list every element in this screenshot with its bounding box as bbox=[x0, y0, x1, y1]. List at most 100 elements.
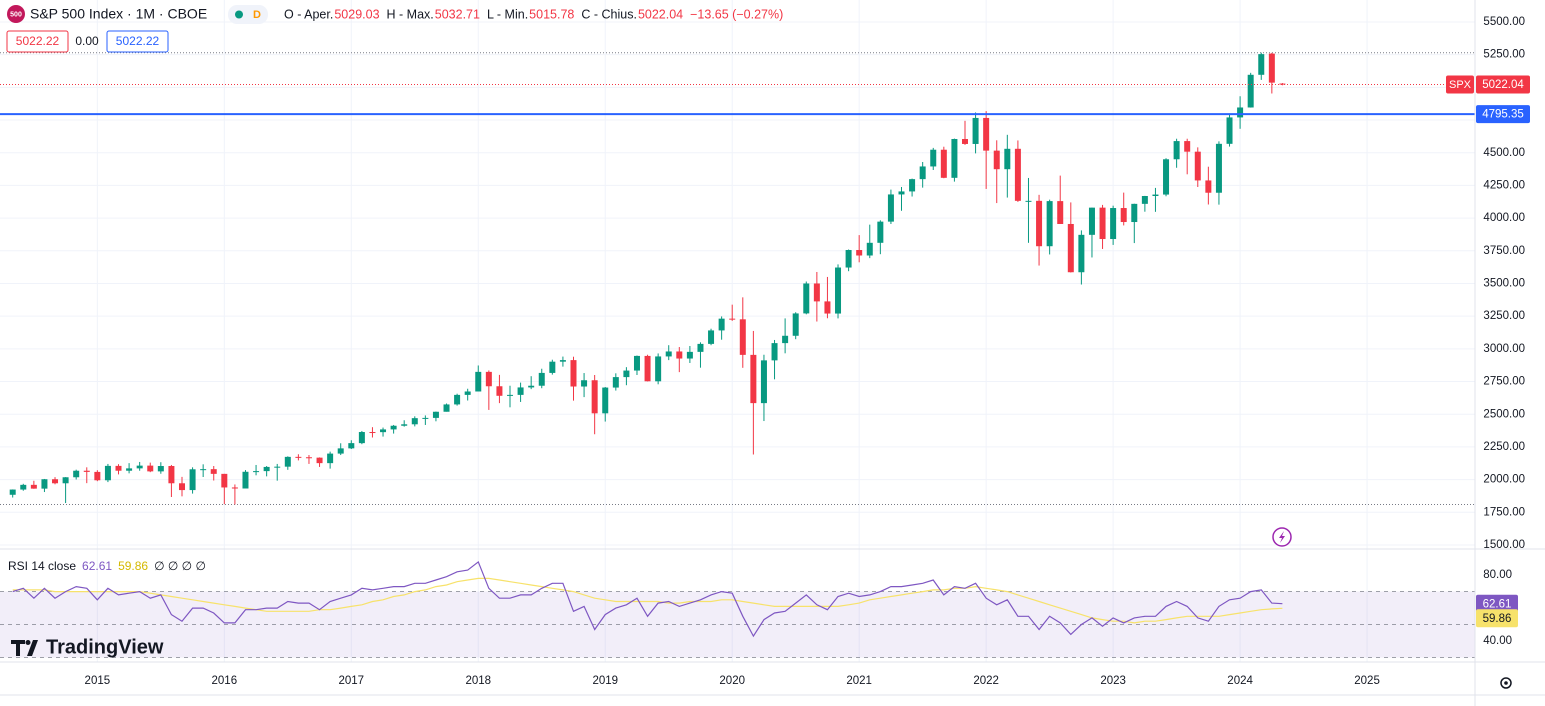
candle-body bbox=[782, 335, 789, 344]
ask-box[interactable] bbox=[106, 30, 169, 53]
chart-title[interactable]: S&P 500 Index · 1M · CBOE bbox=[30, 6, 207, 22]
lightning-bolt bbox=[1279, 531, 1285, 543]
lightning-icon[interactable] bbox=[1272, 527, 1292, 547]
candle-body bbox=[507, 394, 514, 396]
symbol-logo-text: 500 bbox=[10, 11, 22, 18]
candle-body bbox=[496, 386, 503, 396]
candle-body bbox=[813, 283, 820, 302]
y-tick-label: 5250.00 bbox=[1483, 49, 1525, 61]
candle-body bbox=[708, 330, 715, 344]
status-dot bbox=[235, 10, 243, 19]
candle-body bbox=[739, 319, 746, 355]
rsi-legend-item: RSI 14 close bbox=[8, 559, 76, 573]
candle-body bbox=[803, 283, 810, 314]
rsi-ma-label: 59.86 bbox=[1483, 613, 1512, 625]
spread: 0.00 bbox=[75, 34, 99, 48]
candle-body bbox=[1036, 200, 1043, 247]
candle-body bbox=[422, 417, 429, 419]
settings-gear bbox=[1500, 677, 1512, 689]
candle-body bbox=[1226, 117, 1233, 144]
x-tick-label: 2025 bbox=[1354, 675, 1380, 687]
candle-body bbox=[1014, 148, 1021, 201]
candle-body bbox=[454, 394, 461, 405]
ohlc-item: H - Max. bbox=[387, 7, 434, 21]
candle-body bbox=[200, 469, 207, 471]
x-tick-label: 2016 bbox=[212, 675, 238, 687]
status-badge: D bbox=[253, 9, 261, 21]
candle-body bbox=[327, 453, 334, 464]
candle-body bbox=[602, 387, 609, 414]
candle-body bbox=[1088, 207, 1095, 235]
candle-body bbox=[369, 432, 376, 434]
candle-body bbox=[866, 242, 873, 256]
candle-body bbox=[1215, 143, 1222, 193]
settings-icon[interactable] bbox=[1500, 677, 1512, 689]
candle-body bbox=[401, 424, 408, 426]
rsi-line bbox=[12, 560, 1283, 638]
x-tick-label: 2015 bbox=[85, 675, 111, 687]
candle-body bbox=[930, 149, 937, 167]
candle-body bbox=[993, 150, 1000, 170]
x-tick-label: 2022 bbox=[973, 675, 999, 687]
last-price-label: 5022.04 bbox=[1482, 79, 1524, 91]
candle-body bbox=[1247, 74, 1254, 108]
bid-box[interactable] bbox=[6, 30, 69, 53]
branding-logo bbox=[11, 640, 38, 656]
candle-body bbox=[189, 469, 196, 491]
ohlc-legend: O - Aper. 5029.03 H - Max. 5032.71 L - Min. 5… bbox=[284, 7, 783, 21]
y-tick-label: 2000.00 bbox=[1483, 474, 1525, 486]
candle-body bbox=[178, 483, 185, 491]
y-tick-label: 4250.00 bbox=[1483, 179, 1525, 191]
rsi-tick-label: 40.00 bbox=[1483, 635, 1512, 647]
candle-body bbox=[126, 468, 133, 471]
y-tick-label: 5500.00 bbox=[1483, 16, 1525, 28]
candle-body bbox=[168, 466, 175, 484]
candle-body bbox=[771, 343, 778, 361]
x-tick-label: 2018 bbox=[465, 675, 491, 687]
candle-body bbox=[1099, 207, 1106, 240]
branding-text: TradingView bbox=[46, 636, 164, 658]
candle-body bbox=[348, 443, 355, 449]
candle-body bbox=[73, 470, 80, 478]
symbol-badge: SPX bbox=[1449, 79, 1472, 91]
candle-body bbox=[718, 318, 725, 331]
y-tick-label: 4000.00 bbox=[1483, 212, 1525, 224]
rsi-legend-item: 62.61 bbox=[82, 559, 112, 573]
candle-body bbox=[443, 404, 450, 412]
candle-body bbox=[390, 425, 397, 430]
candle-body bbox=[9, 489, 16, 495]
y-tick-label: 3250.00 bbox=[1483, 310, 1525, 322]
x-tick-label: 2023 bbox=[1100, 675, 1126, 687]
candle-body bbox=[665, 351, 672, 357]
candle-body bbox=[517, 387, 524, 395]
candle-body bbox=[919, 166, 926, 180]
candle-body bbox=[750, 354, 757, 404]
candle-body bbox=[147, 465, 154, 472]
candle-body bbox=[644, 355, 651, 382]
candle-body bbox=[305, 457, 312, 459]
candle-body bbox=[464, 391, 471, 395]
candle-body bbox=[1268, 53, 1275, 83]
candle-body bbox=[30, 484, 37, 489]
ohlc-item: O - Aper. bbox=[284, 7, 333, 21]
candle-body bbox=[877, 221, 884, 243]
candle-body bbox=[686, 351, 693, 359]
candle-body bbox=[538, 372, 545, 386]
hline-label-bg bbox=[1476, 105, 1530, 124]
candle-body bbox=[1004, 148, 1011, 170]
candle-body bbox=[760, 360, 767, 404]
candle-body bbox=[41, 479, 48, 489]
candle-body bbox=[856, 250, 863, 256]
x-tick-label: 2021 bbox=[846, 675, 872, 687]
candle-body bbox=[115, 465, 122, 471]
ohlc-item: L - Min. bbox=[487, 7, 528, 21]
candle-body bbox=[263, 466, 270, 472]
candle-body bbox=[475, 371, 482, 392]
ohlc-item: 5022.04 bbox=[638, 7, 683, 21]
y-tick-label: 2250.00 bbox=[1483, 441, 1525, 453]
y-tick-label: 1500.00 bbox=[1483, 539, 1525, 551]
candle-body bbox=[528, 385, 535, 388]
x-tick-label: 2019 bbox=[592, 675, 618, 687]
y-tick-label: 4500.00 bbox=[1483, 147, 1525, 159]
ohlc-item: 5029.03 bbox=[334, 7, 379, 21]
